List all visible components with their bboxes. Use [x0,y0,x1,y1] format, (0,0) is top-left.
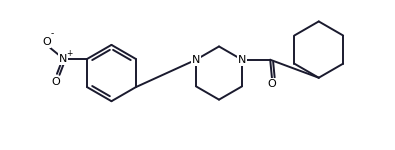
Text: O: O [51,77,60,87]
Text: O: O [42,37,51,47]
Text: -: - [50,29,53,38]
Text: N: N [58,54,67,64]
Text: N: N [192,55,200,65]
Text: O: O [268,79,276,89]
Text: N: N [238,55,246,65]
Text: +: + [66,49,73,58]
